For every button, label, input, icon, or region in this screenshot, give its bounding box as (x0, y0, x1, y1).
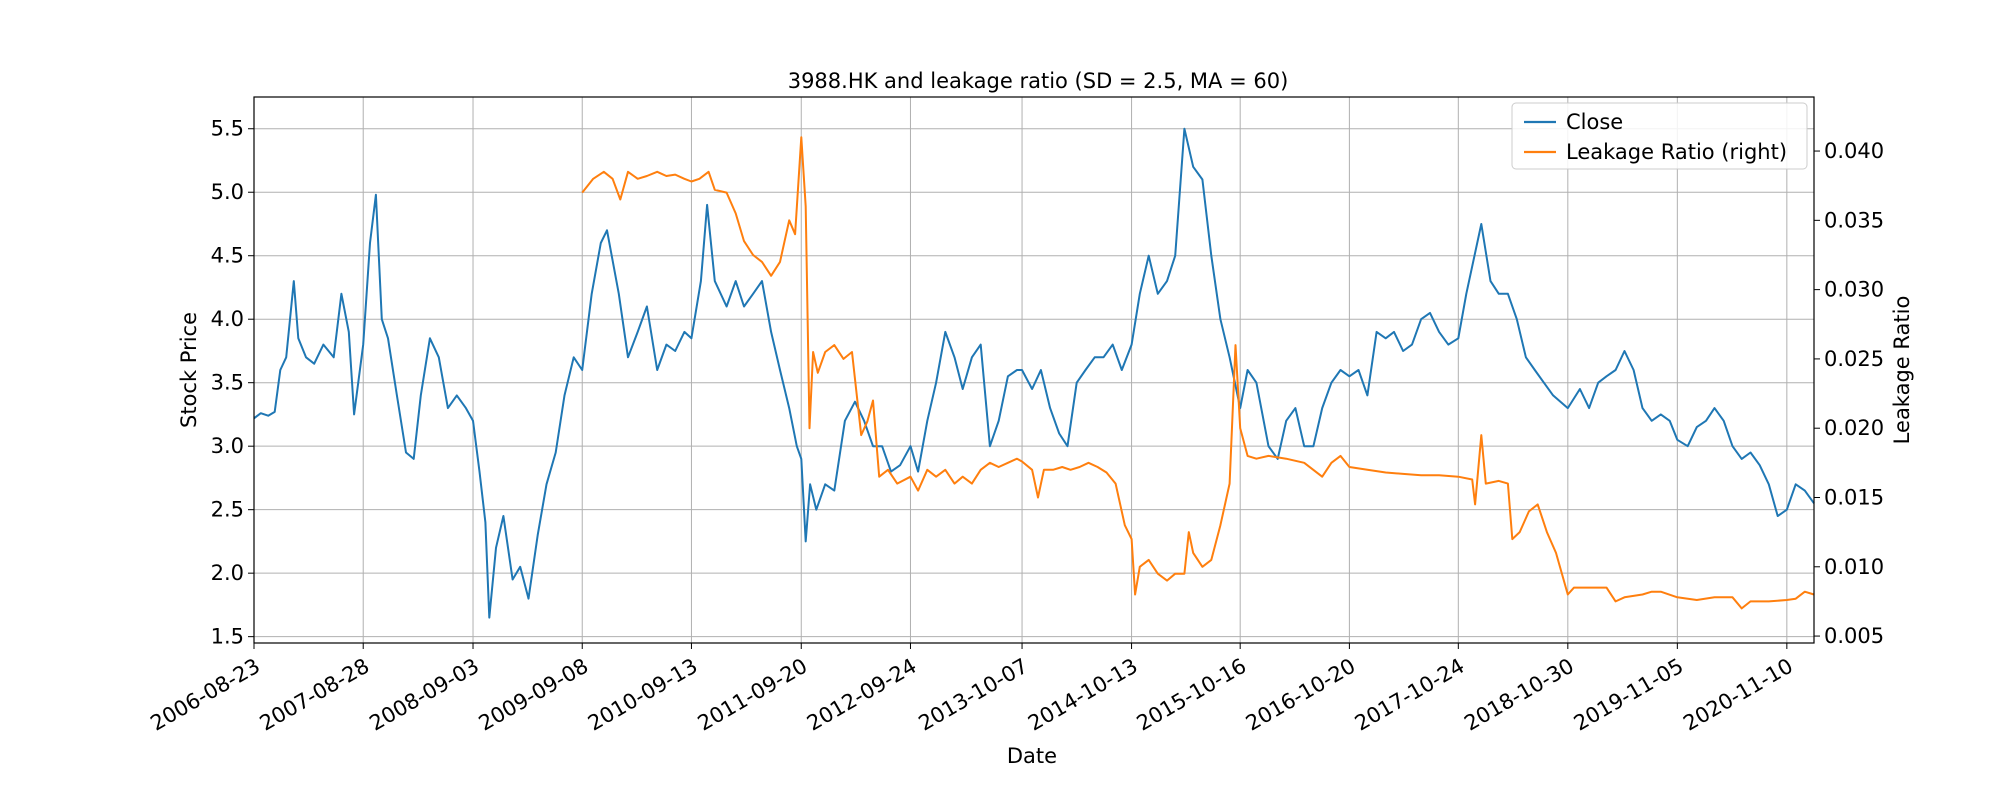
y-tick-label-right: 0.035 (1824, 208, 1884, 232)
chart-title: 3988.HK and leakage ratio (SD = 2.5, MA … (788, 69, 1289, 93)
x-tick-label: 2006-08-23 (146, 654, 264, 736)
y-tick-label-left: 4.0 (211, 307, 244, 331)
y-tick-label-left: 3.0 (211, 434, 244, 458)
y-tick-label-left: 3.5 (211, 371, 244, 395)
y-axis-right-ticks: 0.005 0.010 0.015 0.020 0.025 0.030 0.035 0.040 (1814, 139, 1884, 648)
y-tick-label-right: 0.005 (1824, 624, 1884, 648)
x-tick-label: 2008-09-03 (365, 654, 483, 736)
x-axis-ticks: 2006-08-232007-08-282008-09-032009-09-08… (146, 643, 1797, 736)
x-tick-label: 2007-08-28 (256, 654, 374, 736)
x-tick-label: 2016-10-20 (1242, 654, 1360, 736)
legend-label-leakage: Leakage Ratio (right) (1566, 140, 1787, 164)
y-tick-label-right: 0.015 (1824, 485, 1884, 509)
x-tick-label: 2018-10-30 (1460, 654, 1578, 736)
grid-lines (253, 97, 1814, 643)
y-tick-label-right: 0.020 (1824, 416, 1884, 440)
y-axis-left-ticks: 1.5 2.0 2.5 3.0 3.5 4.0 4.5 5.0 5.5 (211, 117, 254, 649)
x-tick-label: 2009-09-08 (475, 654, 593, 736)
x-tick-label: 2017-10-24 (1351, 654, 1469, 736)
x-tick-label: 2020-11-10 (1679, 654, 1797, 736)
y-tick-label-left: 5.0 (211, 180, 244, 204)
y-tick-label-left: 5.5 (211, 117, 244, 141)
y-tick-label-left: 4.5 (211, 244, 244, 268)
x-tick-label: 2011-09-20 (694, 654, 812, 736)
series-line-close (253, 127, 1815, 619)
legend-label-close: Close (1566, 110, 1623, 134)
y-tick-label-right: 0.025 (1824, 347, 1884, 371)
x-axis-label: Date (1007, 744, 1057, 768)
x-tick-label: 2014-10-13 (1024, 654, 1142, 736)
x-tick-label: 2012-09-24 (803, 654, 921, 736)
x-tick-label: 2010-09-13 (584, 654, 702, 736)
y-tick-label-left: 2.5 (211, 498, 244, 522)
legend: Close Leakage Ratio (right) (1511, 102, 1808, 170)
y-axis-right-label: Leakage Ratio (1890, 296, 1914, 445)
x-tick-label: 2015-10-16 (1133, 654, 1251, 736)
y-tick-label-left: 1.5 (211, 625, 244, 649)
y-tick-label-right: 0.040 (1824, 139, 1884, 163)
x-tick-label: 2019-11-05 (1570, 654, 1688, 736)
y-axis-left-label: Stock Price (177, 312, 201, 428)
y-tick-label-right: 0.030 (1824, 278, 1884, 302)
x-tick-label: 2013-10-07 (914, 654, 1032, 736)
legend-box (1511, 102, 1808, 170)
y-tick-label-right: 0.010 (1824, 555, 1884, 579)
plot-frame (253, 96, 1815, 644)
series-line-leakage-ratio (581, 136, 1815, 610)
y-tick-label-left: 2.0 (211, 561, 244, 585)
series-layer (253, 127, 1815, 619)
